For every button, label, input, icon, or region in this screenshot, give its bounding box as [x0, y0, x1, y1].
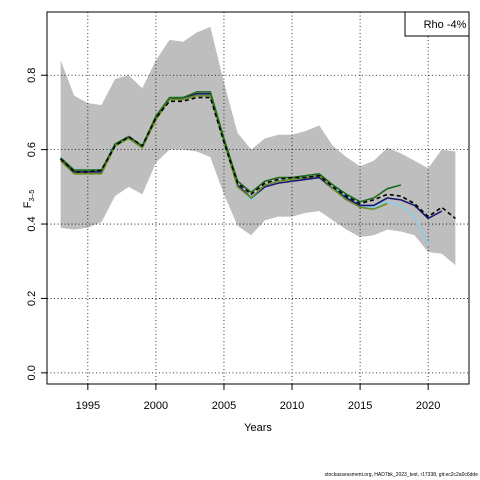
x-tick-label: 1995 — [76, 400, 100, 412]
x-tick-label: 2000 — [144, 400, 168, 412]
y-tick-label: 0.6 — [26, 142, 38, 157]
y-axis-title: F3–5 — [22, 190, 36, 209]
y-tick-label: 0.4 — [26, 216, 38, 231]
legend: Rho -4% — [405, 12, 469, 36]
confidence-band — [61, 27, 456, 265]
x-axis: 1995 2000 2005 2010 2015 2020 — [76, 384, 441, 412]
x-tick-label: 2010 — [280, 400, 304, 412]
x-axis-title: Years — [244, 422, 272, 434]
y-tick-label: 0.8 — [26, 68, 38, 83]
legend-text: Rho -4% — [424, 19, 467, 31]
footer-credit: stockassessment.org, HAD7bk_2023_test, r… — [325, 472, 478, 478]
svg-text:F3–5: F3–5 — [22, 190, 36, 209]
x-tick-label: 2015 — [348, 400, 372, 412]
y-axis-title-subscript: 3–5 — [29, 190, 36, 202]
y-axis: 0.0 0.2 0.4 0.6 0.8 — [26, 68, 47, 381]
x-tick-label: 2005 — [212, 400, 236, 412]
y-tick-label: 0.0 — [26, 365, 38, 380]
x-tick-label: 2020 — [416, 400, 440, 412]
y-tick-label: 0.2 — [26, 291, 38, 306]
confidence-band-area — [61, 27, 456, 265]
